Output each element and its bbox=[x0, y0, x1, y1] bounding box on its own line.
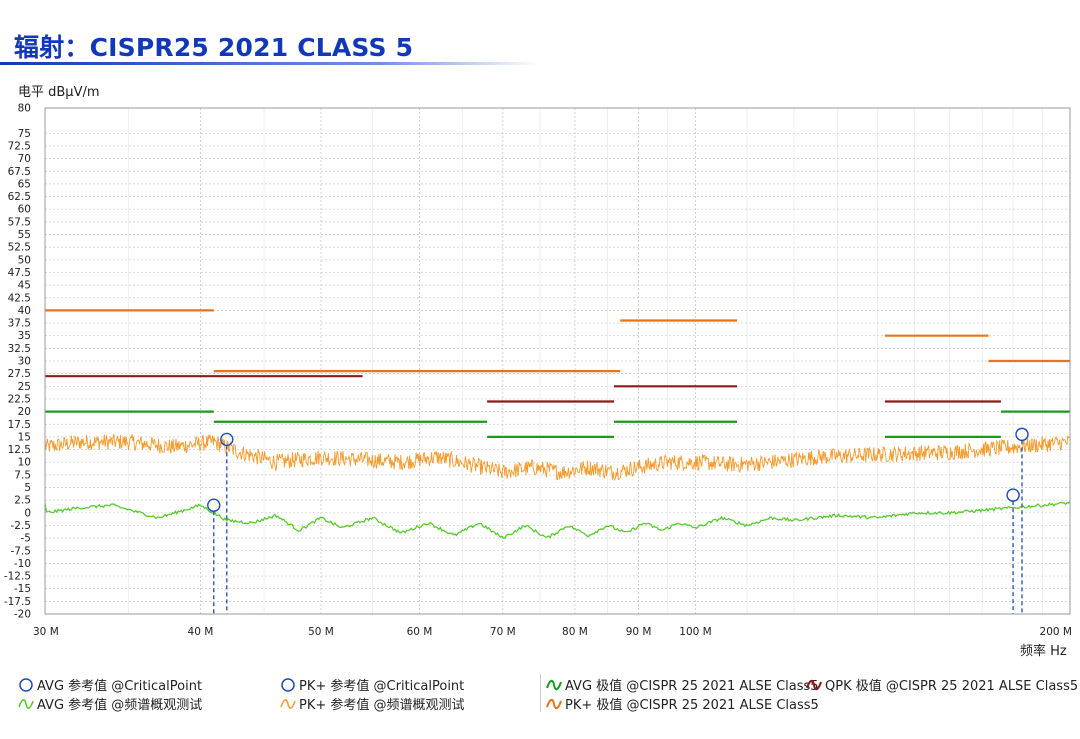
y-tick-label: -17.5 bbox=[4, 596, 31, 608]
x-tick-label: 60 M bbox=[407, 626, 433, 638]
wave-icon bbox=[280, 698, 296, 709]
y-tick-label: 12.5 bbox=[8, 444, 31, 456]
circle-icon bbox=[19, 677, 33, 692]
wave-icon bbox=[546, 698, 562, 709]
legend-item-pk-critical[interactable]: PK+ 参考值 @CriticalPoint bbox=[280, 675, 464, 694]
x-tick-label: 100 M bbox=[679, 626, 711, 638]
x-tick-label: 80 M bbox=[562, 626, 588, 638]
y-tick-label: -7.5 bbox=[11, 545, 32, 557]
y-tick-label: 27.5 bbox=[8, 368, 31, 380]
y-tick-label: 60 bbox=[18, 204, 31, 216]
legend-label: AVG 极值 @CISPR 25 2021 ALSE Class5 bbox=[565, 679, 819, 694]
legend-label: QPK 极值 @CISPR 25 2021 ALSE Class5 bbox=[825, 679, 1079, 694]
x-tick-label: 50 M bbox=[308, 626, 334, 638]
y-tick-label: 67.5 bbox=[8, 166, 31, 178]
title-underline bbox=[0, 62, 540, 65]
legend-item-pk-limit[interactable]: PK+ 极值 @CISPR 25 2021 ALSE Class5 bbox=[546, 694, 819, 713]
legend-label: AVG 参考值 @CriticalPoint bbox=[37, 679, 203, 694]
y-tick-label: -2.5 bbox=[11, 520, 32, 532]
critical-point-marker[interactable] bbox=[207, 498, 221, 512]
y-tick-label: 17.5 bbox=[8, 419, 31, 431]
y-tick-label: -20 bbox=[14, 609, 31, 621]
y-tick-label: 7.5 bbox=[14, 469, 31, 481]
page-title: 辐射：CISPR25 2021 CLASS 5 bbox=[14, 33, 414, 62]
y-tick-label: 70 bbox=[18, 153, 31, 165]
critical-points bbox=[207, 427, 1029, 614]
y-tick-label: 80 bbox=[18, 103, 31, 115]
y-axis-unit-label: 电平 dBµV/m bbox=[18, 85, 100, 100]
avg-trace-line bbox=[44, 501, 1071, 540]
legend-label: PK+ 参考值 @频谱概观测试 bbox=[299, 698, 465, 713]
y-tick-label: 65 bbox=[18, 178, 31, 190]
y-tick-label: 72.5 bbox=[8, 140, 31, 152]
emc-chart: 807572.57067.56562.56057.55552.55047.545… bbox=[4, 103, 1072, 639]
legend-label: PK+ 极值 @CISPR 25 2021 ALSE Class5 bbox=[565, 698, 819, 713]
y-tick-label: 2.5 bbox=[14, 495, 31, 507]
wave-icon bbox=[806, 679, 822, 690]
y-tick-label: 5 bbox=[24, 482, 31, 494]
x-tick-label: 70 M bbox=[490, 626, 516, 638]
critical-point-marker[interactable] bbox=[1015, 427, 1029, 442]
y-tick-label: 50 bbox=[18, 254, 31, 266]
legend-item-pk-trace[interactable]: PK+ 参考值 @频谱概观测试 bbox=[280, 694, 465, 713]
legend-label: PK+ 参考值 @CriticalPoint bbox=[299, 679, 465, 694]
y-tick-label: 40 bbox=[18, 305, 31, 317]
y-tick-label: 55 bbox=[18, 229, 31, 241]
wave-icon bbox=[546, 679, 562, 690]
legend-label: AVG 参考值 @频谱概观测试 bbox=[37, 698, 203, 713]
legend-item-avg-trace[interactable]: AVG 参考值 @频谱概观测试 bbox=[18, 694, 202, 713]
y-tick-label: 75 bbox=[18, 128, 31, 140]
x-tick-label: 30 M bbox=[33, 626, 59, 638]
x-tick-label: 200 M bbox=[1040, 626, 1072, 638]
x-tick-label: 40 M bbox=[188, 626, 214, 638]
y-tick-label: 45 bbox=[18, 280, 31, 292]
y-tick-label: -5 bbox=[21, 533, 31, 545]
legend-item-avg-critical[interactable]: AVG 参考值 @CriticalPoint bbox=[18, 675, 202, 694]
y-tick-label: 47.5 bbox=[8, 267, 31, 279]
y-tick-label: 62.5 bbox=[8, 191, 31, 203]
limit-lines bbox=[45, 309, 1070, 438]
y-tick-label: 10 bbox=[18, 457, 31, 469]
critical-point-marker[interactable] bbox=[220, 432, 234, 447]
x-tick-label: 90 M bbox=[626, 626, 652, 638]
y-tick-label: 52.5 bbox=[8, 242, 31, 254]
x-axis-unit-label: 频率 Hz bbox=[1020, 644, 1067, 659]
y-tick-label: 32.5 bbox=[8, 343, 31, 355]
y-tick-label: -10 bbox=[14, 558, 31, 570]
y-tick-label: 35 bbox=[18, 330, 31, 342]
y-tick-label: 22.5 bbox=[8, 393, 31, 405]
legend-item-avg-limit[interactable]: AVG 极值 @CISPR 25 2021 ALSE Class5 bbox=[546, 675, 819, 694]
y-tick-label: 42.5 bbox=[8, 292, 31, 304]
y-tick-label: 15 bbox=[18, 431, 31, 443]
y-tick-label: 30 bbox=[18, 356, 31, 368]
y-tick-labels: 807572.57067.56562.56057.55552.55047.545… bbox=[4, 103, 31, 621]
pk-trace-line bbox=[44, 433, 1071, 482]
y-tick-label: 25 bbox=[18, 381, 31, 393]
circle-icon bbox=[281, 677, 295, 692]
grid-lines bbox=[44, 107, 1071, 615]
legend-item-qpk-limit[interactable]: QPK 极值 @CISPR 25 2021 ALSE Class5 bbox=[806, 675, 1078, 694]
legend-divider bbox=[540, 674, 541, 712]
y-tick-label: 57.5 bbox=[8, 216, 31, 228]
y-tick-label: -12.5 bbox=[4, 571, 31, 583]
y-tick-label: 20 bbox=[18, 406, 31, 418]
y-tick-label: -15 bbox=[14, 583, 31, 595]
y-tick-label: 37.5 bbox=[8, 318, 31, 330]
x-tick-labels: 30 M 40 M 50 M 60 M 70 M 80 M 90 M 100 M 200 M bbox=[33, 626, 1072, 638]
trace-series bbox=[44, 433, 1071, 540]
critical-point-marker[interactable] bbox=[1006, 488, 1020, 502]
wave-icon bbox=[18, 698, 34, 709]
plot-border bbox=[44, 107, 1071, 615]
y-tick-label: 0 bbox=[24, 507, 31, 519]
